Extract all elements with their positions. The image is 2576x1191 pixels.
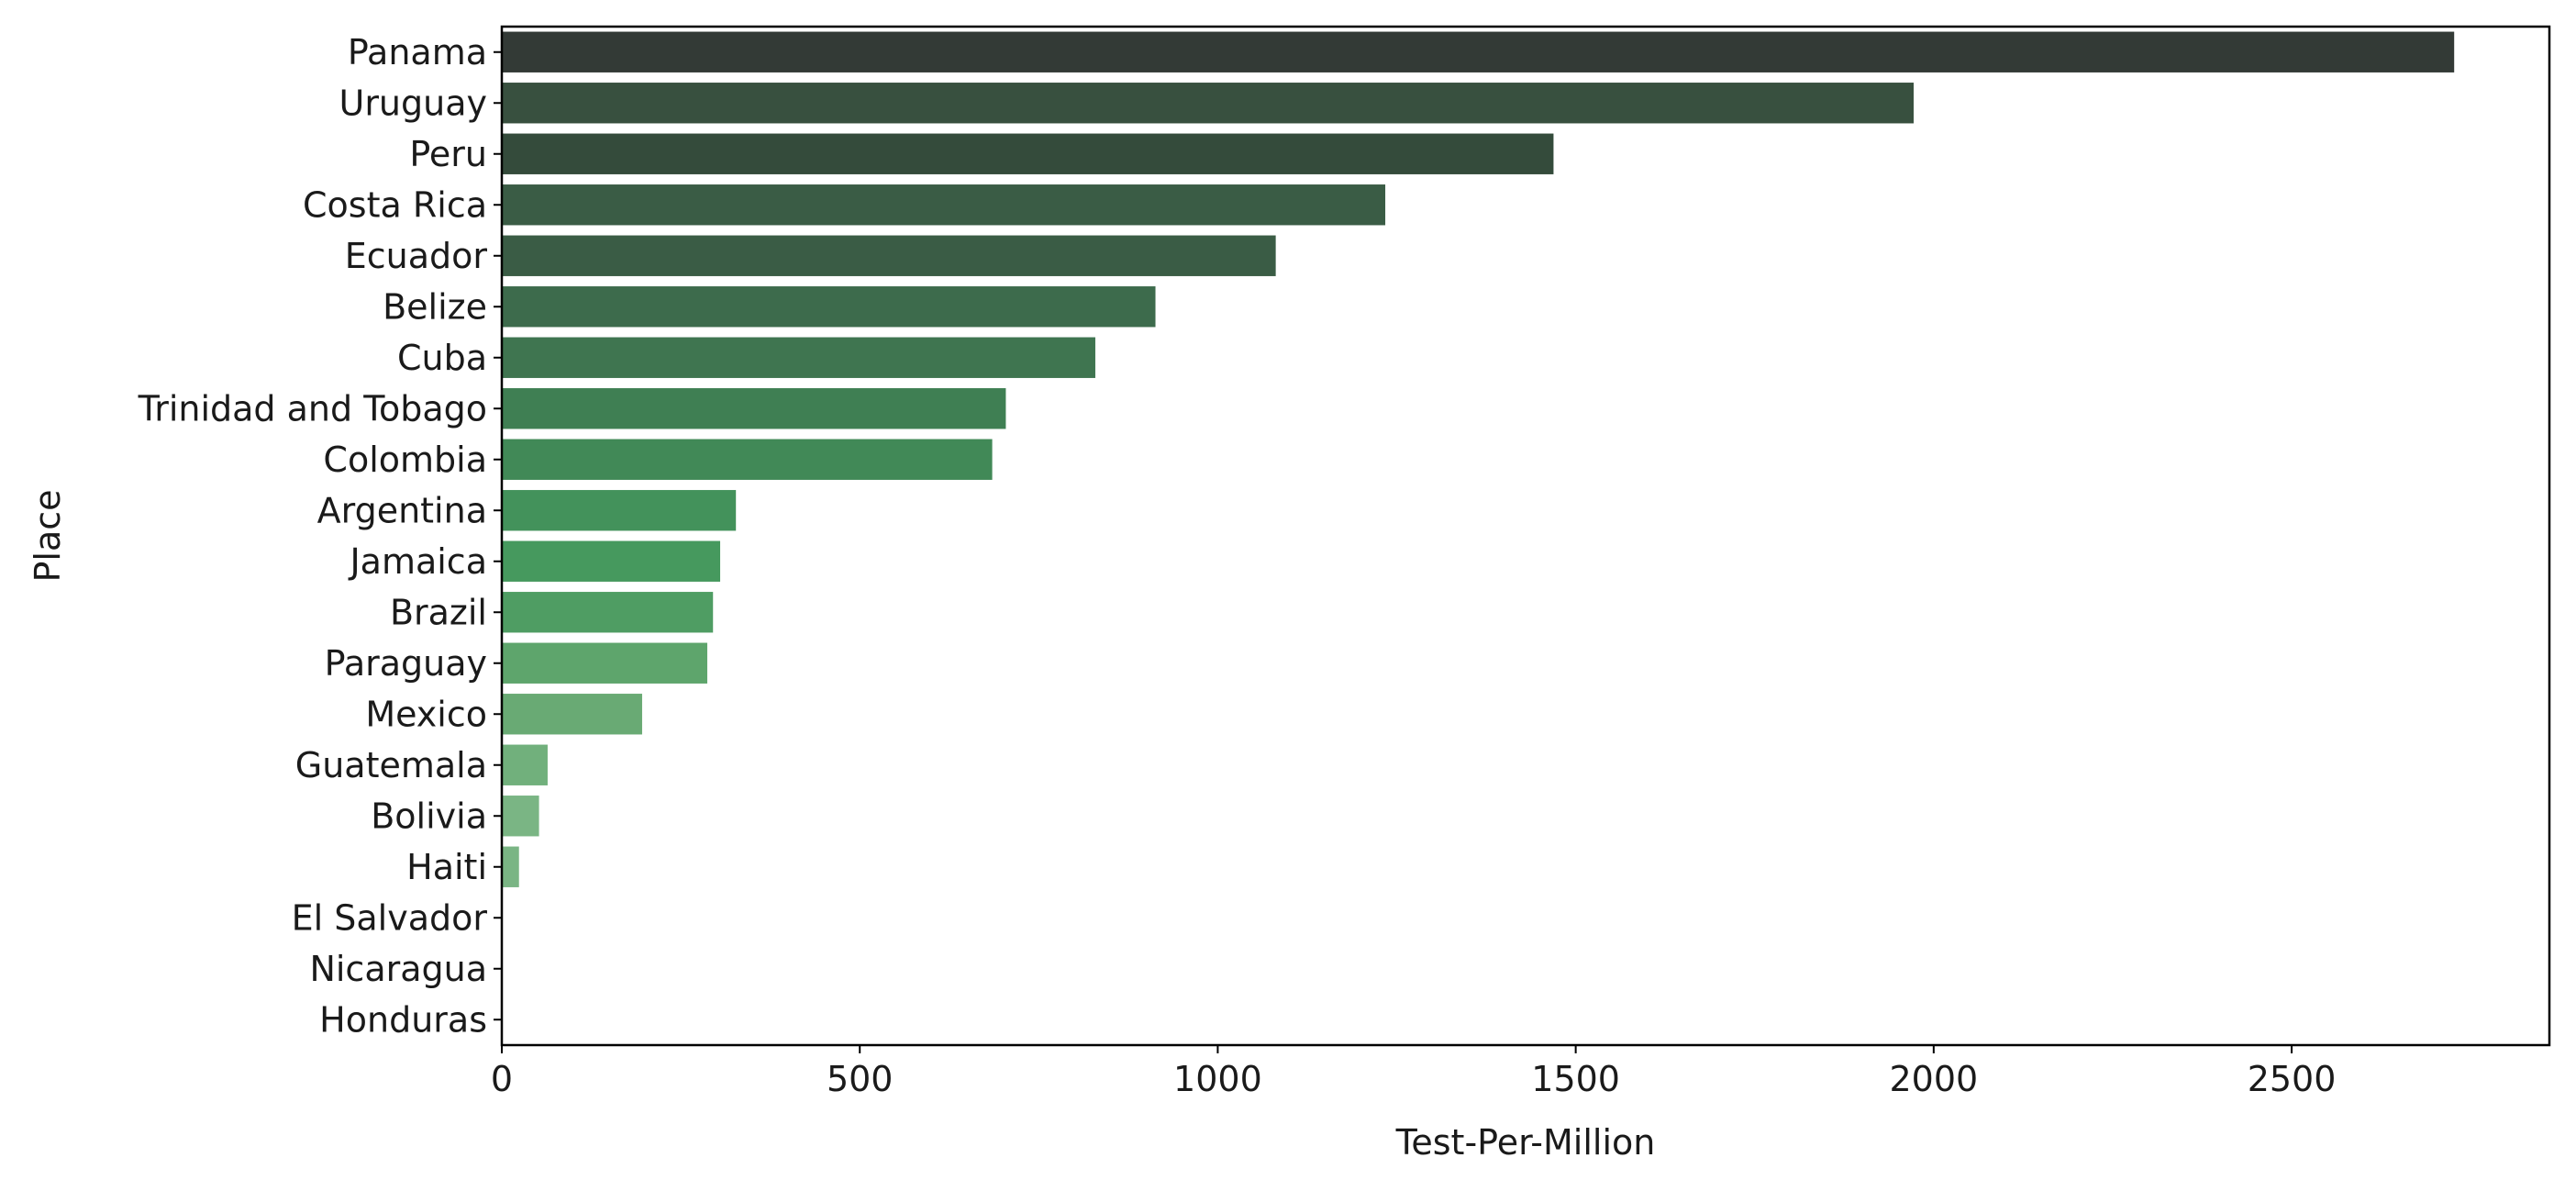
y-tick-label: Colombia <box>323 440 487 480</box>
y-tick-label: Panama <box>348 32 487 72</box>
bar <box>502 184 1386 226</box>
x-tick-label: 1000 <box>1173 1059 1262 1099</box>
y-tick-label: Belize <box>383 286 487 327</box>
bar <box>502 337 1095 378</box>
bar <box>502 796 539 837</box>
plot-frame <box>500 25 2551 1047</box>
y-tick-label: Nicaragua <box>309 949 487 989</box>
x-tick-label: 500 <box>827 1059 894 1099</box>
y-tick-label: Peru <box>409 134 487 174</box>
bar <box>502 286 1156 328</box>
x-tick-label: 2000 <box>1889 1059 1978 1099</box>
y-tick-label: Paraguay <box>325 643 487 684</box>
bar <box>502 846 519 887</box>
x-tick-label: 2500 <box>2248 1059 2337 1099</box>
y-tick-label: El Salvador <box>292 897 488 938</box>
y-tick-label: Argentina <box>317 490 487 530</box>
bar <box>502 83 1914 124</box>
y-tick-label: Costa Rica <box>303 184 487 225</box>
y-tick-label: Cuba <box>397 338 487 378</box>
bar <box>502 540 721 582</box>
bar <box>502 439 993 480</box>
bar <box>502 744 548 785</box>
bar <box>502 694 642 735</box>
x-tick-label: 1500 <box>1531 1059 1620 1099</box>
y-tick-label: Honduras <box>319 999 487 1040</box>
y-tick-label: Trinidad and Tobago <box>138 388 487 429</box>
y-tick-label: Guatemala <box>295 745 487 785</box>
y-tick-label: Brazil <box>390 592 487 632</box>
bar <box>502 388 1006 429</box>
y-tick-label: Bolivia <box>371 796 487 836</box>
y-axis-label: Place <box>28 489 68 582</box>
y-tick-label: Jamaica <box>348 541 487 582</box>
bar <box>502 490 737 531</box>
x-axis-ticks: 0 500 1000 1500 2000 2500 <box>491 1045 2337 1099</box>
bar <box>502 31 2455 72</box>
bars-group <box>502 31 2455 887</box>
y-tick-label: Uruguay <box>339 83 488 123</box>
y-axis-ticks: Panama Uruguay Peru Costa Rica Ecuador Belize… <box>138 32 502 1040</box>
y-tick-label: Ecuador <box>345 236 488 276</box>
y-tick-label: Haiti <box>406 847 487 887</box>
bar <box>502 592 714 633</box>
x-tick-label: 0 <box>491 1059 513 1099</box>
y-tick-label: Mexico <box>365 694 487 734</box>
x-axis-label: Test-Per-Million <box>1395 1122 1656 1163</box>
bar <box>502 235 1276 276</box>
bar <box>502 642 707 684</box>
bar <box>502 133 1554 174</box>
